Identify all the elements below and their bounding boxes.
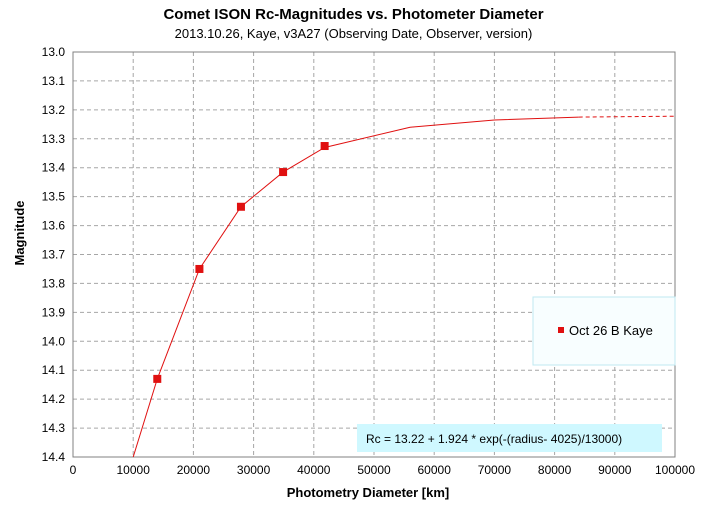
x-axis-title: Photometry Diameter [km]: [287, 485, 450, 500]
y-tick-label: 13.1: [42, 74, 66, 88]
data-point: [279, 168, 288, 177]
legend-marker: [558, 327, 564, 333]
x-tick-label: 30000: [237, 463, 271, 477]
plot-area: [72, 51, 676, 458]
y-tick-label: 13.6: [42, 219, 66, 233]
y-tick-label: 14.2: [42, 392, 66, 406]
fit-equation-box: Rc = 13.22 + 1.924 * exp(-(radius- 4025)…: [357, 424, 662, 452]
y-tick-labels: 13.0 13.1 13.2 13.3 13.4 13.5 13.6 13.7 13.8 13.9…: [42, 45, 66, 464]
y-tick-label: 13.8: [42, 276, 66, 290]
y-tick-label: 14.0: [42, 334, 66, 348]
x-tick-label: 20000: [177, 463, 211, 477]
x-tick-label: 60000: [418, 463, 452, 477]
chart-title: Comet ISON Rc-Magnitudes vs. Photometer …: [163, 6, 544, 23]
y-tick-label: 13.9: [42, 305, 66, 319]
x-tick-label: 90000: [598, 463, 632, 477]
x-tick-label: 40000: [297, 463, 331, 477]
x-tick-label: 0: [70, 463, 77, 477]
legend-label: Oct 26 B Kaye: [569, 323, 653, 338]
x-tick-label: 10000: [117, 463, 151, 477]
data-point: [236, 202, 245, 211]
y-tick-label: 13.2: [42, 103, 66, 117]
fit-curve-extension: [578, 115, 676, 118]
fit-equation-label: Rc = 13.22 + 1.924 * exp(-(radius- 4025)…: [366, 432, 622, 446]
y-tick-label: 13.3: [42, 132, 66, 146]
y-tick-label: 14.1: [42, 363, 66, 377]
data-point: [320, 142, 329, 151]
x-tick-label: 80000: [538, 463, 572, 477]
legend: Oct 26 B Kaye: [532, 296, 676, 366]
y-tick-label: 14.3: [42, 421, 66, 435]
data-point: [153, 374, 162, 383]
chart-subtitle: 2013.10.26, Kaye, v3A27 (Observing Date,…: [174, 26, 533, 41]
y-tick-label: 13.7: [42, 248, 66, 262]
y-tick-label: 14.4: [42, 450, 66, 464]
x-tick-labels: 0 10000 20000 30000 40000 50000 60000 70000 8000…: [70, 463, 696, 477]
y-tick-label: 13.5: [42, 190, 66, 204]
y-tick-label: 13.4: [42, 161, 66, 175]
data-point: [195, 264, 204, 273]
equation-background: [357, 424, 662, 452]
x-tick-label: 70000: [478, 463, 512, 477]
grid-lines: [72, 51, 676, 458]
x-tick-label: 50000: [357, 463, 391, 477]
x-tick-label: 100000: [655, 463, 695, 477]
y-tick-label: 13.0: [42, 45, 66, 59]
legend-box: [532, 296, 676, 366]
data-points: [153, 142, 329, 383]
y-axis-title: Magnitude: [12, 201, 27, 266]
